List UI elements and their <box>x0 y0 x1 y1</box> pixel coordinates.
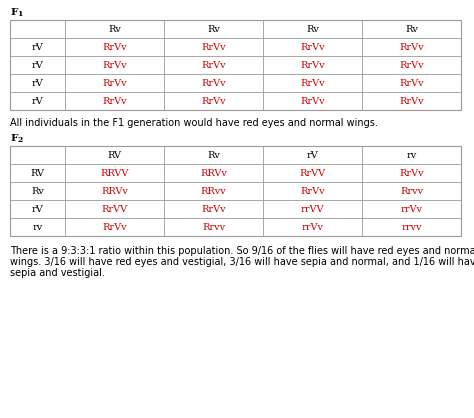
Text: Rv: Rv <box>306 25 319 33</box>
Text: RrVv: RrVv <box>201 61 226 69</box>
Text: Rrvv: Rrvv <box>400 186 423 196</box>
Text: F: F <box>10 8 18 17</box>
Text: 1: 1 <box>17 10 22 18</box>
Text: RrVv: RrVv <box>201 204 226 214</box>
Text: RRVv: RRVv <box>200 168 227 178</box>
Text: rV: rV <box>32 43 44 51</box>
Text: RrVv: RrVv <box>102 79 127 87</box>
Text: RRvv: RRvv <box>201 186 227 196</box>
Text: RrVv: RrVv <box>300 97 325 105</box>
Text: rrVv: rrVv <box>301 222 323 232</box>
Text: RrVV: RrVV <box>300 168 326 178</box>
Text: RrVv: RrVv <box>399 79 424 87</box>
Bar <box>10 146 461 236</box>
Text: RrVv: RrVv <box>201 79 226 87</box>
Text: rV: rV <box>32 61 44 69</box>
Text: RrVv: RrVv <box>201 43 226 51</box>
Text: rV: rV <box>32 204 44 214</box>
Text: RRVV: RRVV <box>100 168 128 178</box>
Text: RrVv: RrVv <box>300 79 325 87</box>
Text: rV: rV <box>32 97 44 105</box>
Text: Rv: Rv <box>207 150 220 160</box>
Text: RrVv: RrVv <box>102 97 127 105</box>
Text: 2: 2 <box>17 136 22 144</box>
Text: Rrvv: Rrvv <box>202 222 225 232</box>
Text: Rv: Rv <box>207 25 220 33</box>
Text: RrVV: RrVV <box>101 204 128 214</box>
Text: RrVv: RrVv <box>399 61 424 69</box>
Text: rV: rV <box>32 79 44 87</box>
Text: RrVv: RrVv <box>102 61 127 69</box>
Text: RRVv: RRVv <box>101 186 128 196</box>
Text: RrVv: RrVv <box>399 168 424 178</box>
Text: rv: rv <box>32 222 43 232</box>
Text: rrvv: rrvv <box>401 222 422 232</box>
Text: RrVv: RrVv <box>399 97 424 105</box>
Text: RV: RV <box>108 150 121 160</box>
Text: rV: rV <box>307 150 319 160</box>
Text: rrVV: rrVV <box>301 204 324 214</box>
Text: RrVv: RrVv <box>300 43 325 51</box>
Text: All individuals in the F1 generation would have red eyes and normal wings.: All individuals in the F1 generation wou… <box>10 118 378 128</box>
Text: RrVv: RrVv <box>300 186 325 196</box>
Text: Rv: Rv <box>405 25 418 33</box>
Text: There is a 9:3:3:1 ratio within this population. So 9/16 of the flies will have : There is a 9:3:3:1 ratio within this pop… <box>10 246 474 256</box>
Text: Rv: Rv <box>108 25 121 33</box>
Text: RrVv: RrVv <box>201 97 226 105</box>
Text: rrVv: rrVv <box>401 204 422 214</box>
Text: RrVv: RrVv <box>102 43 127 51</box>
Text: rv: rv <box>406 150 417 160</box>
Text: Rv: Rv <box>31 186 44 196</box>
Text: sepia and vestigial.: sepia and vestigial. <box>10 268 105 278</box>
Text: wings. 3/16 will have red eyes and vestigial, 3/16 will have sepia and normal, a: wings. 3/16 will have red eyes and vesti… <box>10 257 474 267</box>
Text: RrVv: RrVv <box>102 222 127 232</box>
Text: RrVv: RrVv <box>399 43 424 51</box>
Text: RV: RV <box>30 168 45 178</box>
Text: RrVv: RrVv <box>300 61 325 69</box>
Text: F: F <box>10 134 18 143</box>
Bar <box>10 20 461 110</box>
